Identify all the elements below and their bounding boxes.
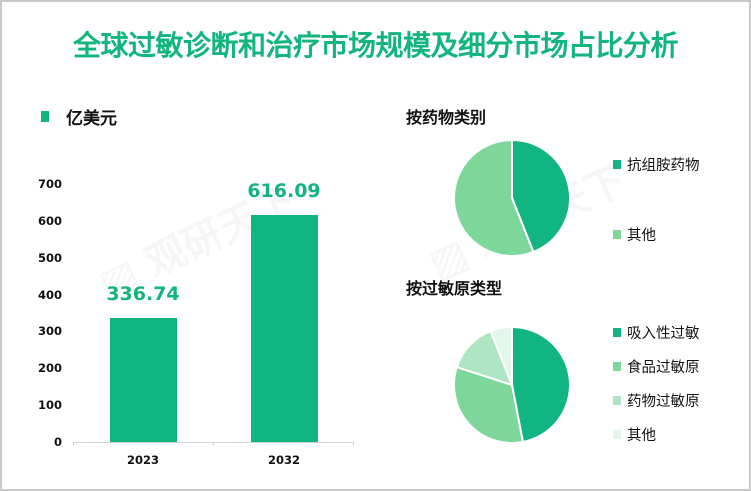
pie-slice — [453, 365, 525, 444]
y-tick-label: 500 — [37, 250, 62, 265]
x-tick-mark — [73, 442, 74, 446]
legend-item: 其他 — [613, 224, 656, 245]
pie-slice — [453, 138, 535, 257]
y-tick-label: 700 — [37, 177, 62, 191]
legend-swatch — [613, 160, 621, 169]
legend-label: 亿美元 — [66, 109, 117, 129]
pie-drug-chart — [453, 138, 571, 257]
chart-title: 全球过敏诊断和治疗市场规模及细分市场占比分析 — [72, 29, 679, 62]
y-tick-label: 400 — [37, 287, 62, 302]
bar-value-label: 336.74 — [106, 282, 180, 305]
pie-slice — [489, 325, 513, 386]
x-tick-label: 2023 — [126, 453, 159, 467]
bar-value-label: 616.09 — [247, 179, 321, 202]
bar-legend: 亿美元 — [41, 104, 117, 129]
legend-label: 其他 — [627, 428, 656, 444]
pie-slice — [511, 138, 571, 254]
legend-item: 抗组胺药物 — [613, 154, 700, 175]
legend-label: 食品过敏原 — [627, 360, 700, 376]
legend-item: 其他 — [613, 424, 656, 445]
legend-swatch — [613, 328, 621, 337]
legend-item: 药物过敏原 — [613, 390, 700, 411]
pie-drug-title: 按药物类别 — [406, 108, 487, 127]
bar-2023 — [109, 317, 177, 442]
legend-swatch — [613, 362, 621, 371]
x-tick-mark — [353, 442, 354, 446]
y-tick-label: 600 — [37, 213, 62, 228]
pie-slice — [511, 325, 571, 444]
legend-item: 吸入性过敏 — [613, 322, 700, 343]
legend-label: 抗组胺药物 — [627, 158, 700, 174]
pie-allergen-title: 按过敏原类型 — [406, 279, 503, 298]
y-tick-label: 0 — [53, 435, 62, 449]
legend-label: 药物过敏原 — [627, 394, 700, 410]
legend-item: 食品过敏原 — [613, 356, 700, 377]
legend-swatch — [613, 396, 621, 405]
x-tick-label: 2032 — [267, 453, 300, 467]
y-tick-label: 200 — [37, 361, 62, 376]
legend-label: 其他 — [627, 228, 656, 244]
legend-label: 吸入性过敏 — [627, 326, 700, 342]
y-tick-label: 100 — [37, 398, 62, 413]
x-tick-mark — [213, 442, 214, 446]
pie-allergen-chart — [453, 325, 571, 444]
legend-swatch — [613, 430, 621, 439]
legend-swatch — [613, 230, 621, 239]
y-tick-label: 300 — [37, 324, 62, 339]
bar-2032 — [250, 214, 318, 442]
legend-swatch — [41, 111, 49, 122]
